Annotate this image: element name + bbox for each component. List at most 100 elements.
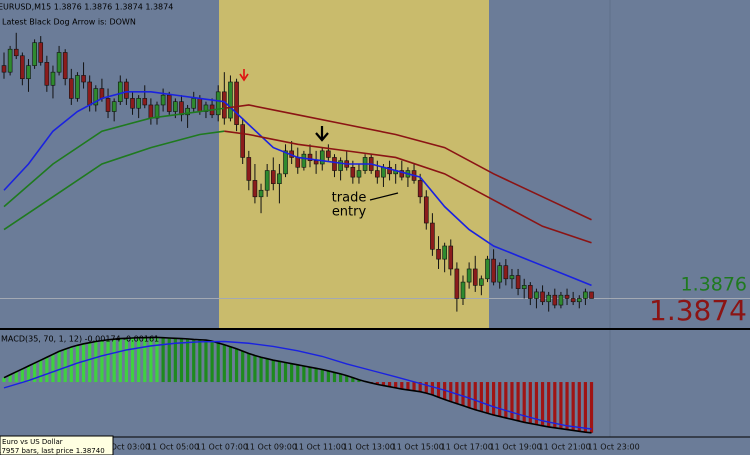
indicator-title: MACD(35, 70, 1, 12) -0.00174 -0.00161 [1,335,159,344]
histogram-bar [290,363,294,383]
histogram-bar [137,337,141,383]
histogram-bar [394,382,398,388]
histogram-bar [14,371,18,383]
histogram-bar [339,373,343,383]
moving-average [224,130,592,244]
histogram-bar [106,339,110,383]
histogram-bar [265,358,269,383]
histogram-bar [26,366,31,383]
candle-body [332,157,337,171]
candle-body [417,180,423,198]
sell-arrow [239,69,249,82]
candle-body [356,170,362,178]
histogram-bar [357,379,361,383]
histogram-bar [259,357,263,383]
x-tick-label: 11 Oct 05:00 [147,443,199,452]
histogram-bar [277,361,281,383]
candle-body [497,265,503,283]
histogram-bar [387,382,392,387]
candle-body [399,170,405,178]
candle-body [479,278,484,286]
histogram-bar [320,369,324,383]
candle-body [197,98,203,112]
histogram-bar [302,366,306,383]
histogram-bar [375,382,379,385]
tooltip-line: Euro vs US Dollar [2,438,63,446]
candle-body [7,48,13,73]
annotation: entry [332,205,367,220]
candle-body [13,48,19,57]
histogram-bar [528,382,532,424]
histogram-bar [124,338,128,383]
histogram-bar [234,348,239,383]
candle-body [326,150,331,158]
histogram-bar [130,338,135,383]
histogram-bar [424,382,428,394]
candle-body [381,166,386,178]
histogram-bar [192,339,196,383]
histogram-bar [167,338,171,383]
x-tick-label: 11 Oct 17:00 [441,443,493,452]
candle-body [99,88,105,99]
histogram-bar [583,382,587,433]
candle-body [203,104,209,112]
histogram-bar [296,364,300,383]
candle-body [38,42,44,63]
histogram-bar [45,357,49,383]
candle-body [277,173,282,184]
candle-body [130,98,135,109]
candle-body [81,75,86,83]
x-tick-label: 11 Oct 09:00 [245,443,297,452]
histogram-bar [381,382,386,386]
histogram-bar [271,360,275,383]
candle-body [69,78,74,99]
histogram-bar [314,368,318,383]
candle-body [460,281,466,299]
candle-body [124,81,129,99]
histogram-bar [345,375,349,383]
moving-average [3,130,225,231]
candle-body [228,81,233,119]
histogram-bar [173,338,177,383]
histogram-bar [33,363,37,383]
histogram-bar [283,362,288,383]
chart-subtitle: Latest Black Dog Arrow is: DOWN [2,18,136,27]
histogram-bar [467,382,471,408]
candle-body [540,291,545,303]
candle-body [448,245,454,270]
x-tick-label: 11 Oct 07:00 [196,443,248,452]
histogram-bar [540,382,545,426]
candle-body [142,98,148,106]
candle-body [423,196,429,224]
candle-body [191,98,197,109]
candle-body [136,98,141,109]
chart-title: EURUSD,M15 1.3876 1.3876 1.3874 1.3874 [0,3,173,12]
signal-line [3,340,592,430]
candle-body [50,71,56,86]
histogram-bar [504,382,508,418]
candle-body [264,170,270,191]
candle-body [546,294,551,303]
candle-body [111,101,117,112]
histogram-bar [118,338,122,383]
candle-body [148,104,154,119]
moving-average [3,107,225,208]
histogram-bar [8,374,12,383]
signal-arrow [315,126,329,142]
candle-body [240,124,245,158]
candle-body [117,81,123,102]
candle-body [87,81,92,106]
macd-line [3,336,592,434]
candle-body [307,153,313,162]
candle-body [387,166,392,175]
candle-body [442,245,447,260]
histogram-bar [418,382,422,392]
candle-body [576,298,582,303]
annotation: trade [332,191,367,206]
histogram-bar [2,377,6,383]
x-tick-label: 11 Oct 11:00 [294,443,346,452]
candle-body [44,62,50,86]
histogram-bar [155,337,159,383]
